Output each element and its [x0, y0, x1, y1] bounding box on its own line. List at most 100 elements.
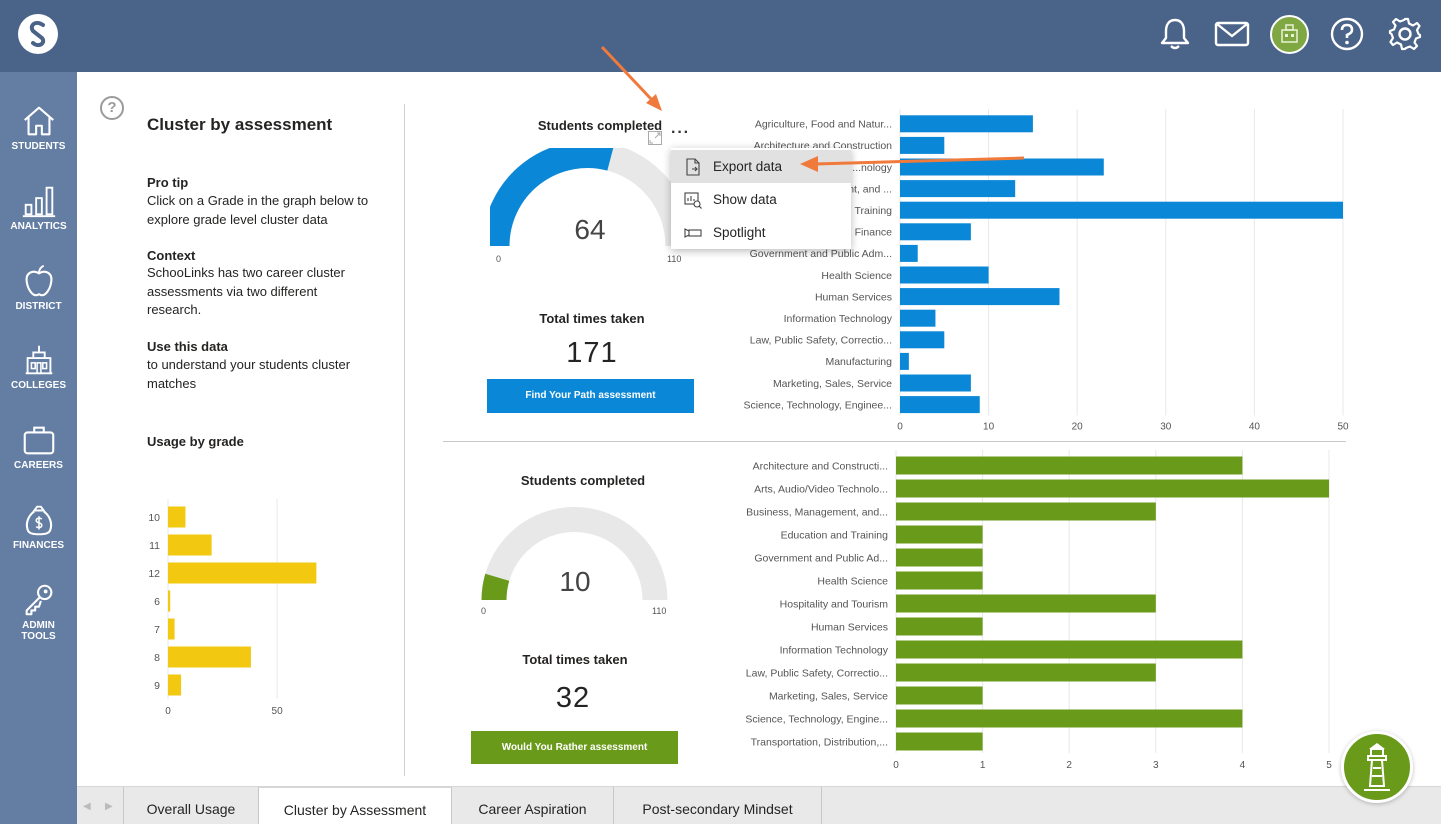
bar[interactable]: [900, 158, 1104, 176]
bar[interactable]: [896, 709, 1243, 728]
nav-colleges[interactable]: COLLEGES: [0, 341, 77, 419]
bar[interactable]: [896, 456, 1243, 475]
would-you-rather-button[interactable]: Would You Rather assessment: [471, 731, 678, 764]
more-options-icon[interactable]: ···: [671, 124, 690, 141]
menu-item-show-data[interactable]: Show data: [671, 183, 851, 216]
school-avatar-icon[interactable]: [1270, 15, 1309, 54]
bar[interactable]: [896, 525, 983, 544]
category-label: 9: [154, 680, 160, 692]
category-label: 10: [148, 512, 160, 524]
focus-mode-icon[interactable]: [647, 130, 663, 146]
gauge-value-1: 64: [574, 214, 606, 245]
cluster-chart-find-your-path[interactable]: 0 10 20 30 40 50 Agriculture, Food and Natur..…: [700, 108, 1360, 443]
bar[interactable]: [900, 331, 945, 349]
category-label: Law, Public Safety, Correctio...: [750, 335, 892, 347]
bar[interactable]: [896, 479, 1329, 498]
nav-students[interactable]: STUDENTS: [0, 102, 77, 180]
bar[interactable]: [896, 617, 983, 636]
mail-icon[interactable]: [1212, 14, 1252, 54]
gauge-value-arc: [490, 148, 614, 247]
nav-district[interactable]: DISTRICT: [0, 262, 77, 340]
category-label: 11: [149, 540, 160, 552]
report-help-icon[interactable]: ?: [100, 96, 124, 120]
gauge-min-2: 0: [481, 606, 487, 616]
nav-label: ADMIN: [22, 620, 55, 631]
category-label: Business, Management, and...: [746, 506, 888, 518]
visual-context-menu: Export data Show data Spotlight: [671, 148, 851, 249]
tab-scroll-left-icon[interactable]: ◀: [83, 801, 91, 812]
bar[interactable]: [900, 115, 1033, 133]
bar[interactable]: [900, 223, 971, 241]
nav-label: CAREERS: [14, 460, 63, 471]
lighthouse-help-button[interactable]: [1341, 731, 1413, 803]
tab-cluster-by-assessment[interactable]: Cluster by Assessment: [259, 787, 452, 824]
x-tick-label: 0: [897, 421, 903, 432]
cluster-chart-would-you-rather[interactable]: 0 1 2 3 4 5 Architecture and Constructi... Arts…: [700, 450, 1360, 780]
bar[interactable]: [900, 374, 971, 392]
tab-overall-usage[interactable]: Overall Usage: [123, 787, 259, 824]
category-label: Manufacturing: [825, 356, 892, 368]
settings-gear-icon[interactable]: [1385, 14, 1425, 54]
x-tick-label: 20: [1072, 421, 1084, 432]
nav-analytics[interactable]: ANALYTICS: [0, 182, 77, 260]
bar[interactable]: [896, 732, 983, 751]
section-divider: [443, 441, 1346, 442]
nav-admin-tools[interactable]: ADMIN TOOLS: [0, 581, 77, 659]
bar[interactable]: [900, 201, 1343, 219]
bar[interactable]: [168, 590, 171, 612]
nav-careers[interactable]: CAREERS: [0, 421, 77, 499]
times-taken-title-2: Total times taken: [522, 652, 628, 667]
category-label: Government and Public Ad...: [754, 552, 888, 564]
menu-item-export-data[interactable]: Export data: [671, 150, 851, 183]
help-icon[interactable]: [1327, 14, 1367, 54]
bar[interactable]: [168, 646, 251, 668]
bar[interactable]: [900, 266, 989, 284]
category-label: ...nt, and ...: [839, 183, 892, 195]
category-label: Training: [854, 205, 892, 217]
bar[interactable]: [896, 571, 983, 590]
bar[interactable]: [900, 136, 945, 154]
bar[interactable]: [896, 548, 983, 567]
find-your-path-button[interactable]: Find Your Path assessment: [487, 379, 694, 413]
times-taken-value-2: 32: [555, 682, 591, 714]
menu-item-spotlight[interactable]: Spotlight: [671, 216, 851, 249]
key-icon: [25, 584, 52, 616]
bar[interactable]: [900, 244, 918, 262]
bar[interactable]: [168, 618, 175, 640]
bell-icon[interactable]: [1155, 14, 1195, 54]
context-text: SchooLinks has two career cluster assess…: [147, 265, 345, 317]
times-taken-value-1: 171: [566, 337, 618, 369]
schoolinks-logo-icon[interactable]: [18, 14, 58, 54]
bar[interactable]: [900, 180, 1016, 198]
x-tick-label: 0: [165, 706, 171, 717]
category-label: 8: [154, 652, 160, 664]
bar[interactable]: [900, 396, 980, 414]
x-tick-label: 0: [893, 760, 899, 771]
usage-by-grade-chart[interactable]: 0 50 10 11 12 6 7 8 9: [140, 490, 370, 725]
tab-post-secondary-mindset[interactable]: Post-secondary Mindset: [614, 787, 822, 824]
bar[interactable]: [900, 309, 936, 327]
pro-tip-text: Click on a Grade in the graph below to e…: [147, 193, 369, 227]
bar[interactable]: [168, 562, 317, 584]
bar[interactable]: [900, 352, 909, 370]
tab-career-aspiration[interactable]: Career Aspiration: [452, 787, 614, 824]
bar[interactable]: [168, 534, 212, 556]
apple-icon: [25, 264, 52, 297]
bar[interactable]: [896, 663, 1156, 682]
bar[interactable]: [896, 594, 1156, 613]
gauge-max-1: 110: [667, 254, 682, 264]
category-label: Marketing, Sales, Service: [769, 690, 888, 702]
category-label: Law, Public Safety, Correctio...: [746, 667, 888, 679]
bar[interactable]: [900, 288, 1060, 306]
bar[interactable]: [896, 502, 1156, 521]
tab-scroll-right-icon[interactable]: ▶: [105, 801, 113, 812]
bar[interactable]: [896, 640, 1243, 659]
category-label: ...nology: [852, 162, 892, 174]
pro-tip-heading: Pro tip: [147, 175, 189, 190]
money-bag-icon: [25, 505, 52, 536]
nav-finances[interactable]: FINANCES: [0, 501, 77, 579]
bar[interactable]: [168, 674, 182, 696]
bar[interactable]: [168, 506, 186, 528]
bar[interactable]: [896, 686, 983, 705]
